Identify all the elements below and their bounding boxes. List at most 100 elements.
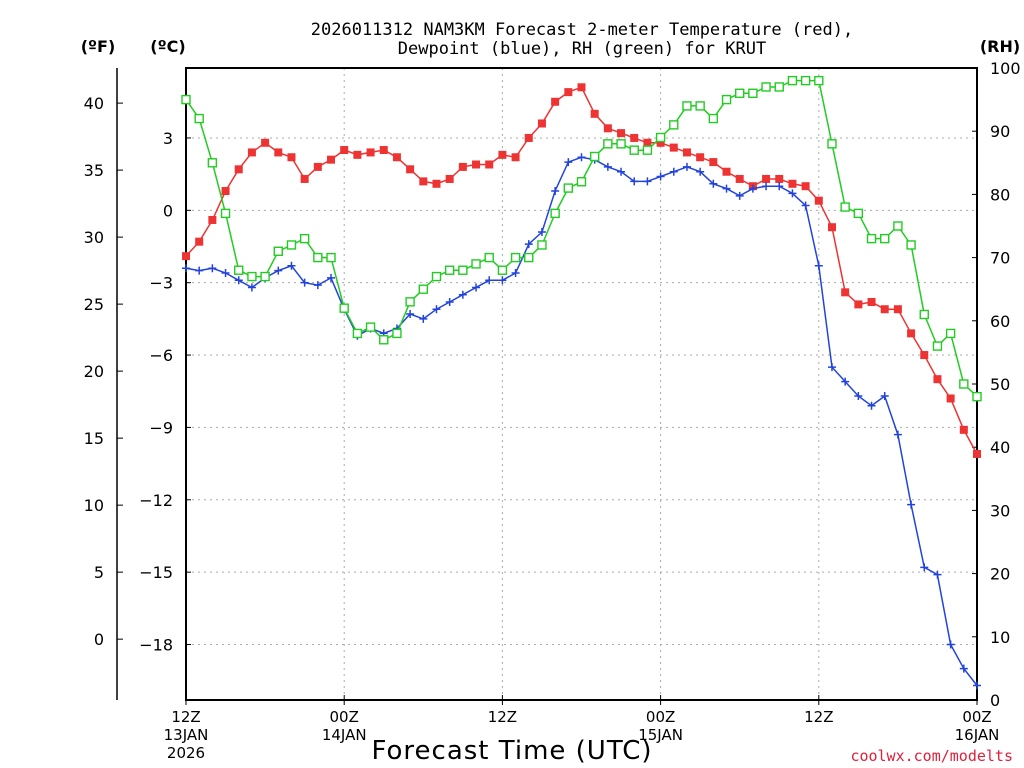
rh-point bbox=[220, 208, 231, 219]
dewpoint-point bbox=[274, 266, 283, 275]
celsius-tick-label: −15 bbox=[139, 563, 173, 582]
fahrenheit-tick-label: 10 bbox=[84, 496, 104, 515]
celsius-tick-label: −18 bbox=[139, 636, 173, 655]
temperature-point bbox=[392, 153, 401, 162]
dewpoint-point bbox=[537, 228, 546, 237]
fahrenheit-tick-label: 30 bbox=[84, 228, 104, 247]
temperature-point bbox=[973, 449, 981, 458]
dewpoint-point bbox=[867, 401, 876, 410]
dewpoint-point bbox=[854, 392, 863, 401]
temperature-point bbox=[590, 109, 599, 118]
temperature-point bbox=[946, 394, 955, 403]
dewpoint-point bbox=[603, 162, 612, 171]
dewpoint-point bbox=[551, 187, 560, 196]
celsius-unit-label: (ºC) bbox=[150, 37, 185, 56]
rh-point bbox=[392, 328, 402, 339]
dewpoint-point bbox=[907, 500, 916, 509]
dewpoint-point bbox=[432, 305, 441, 314]
temperature-point bbox=[617, 129, 626, 138]
x-tick-label: 00Z bbox=[646, 708, 675, 726]
rh-point bbox=[181, 94, 191, 105]
dewpoint-point bbox=[406, 310, 415, 319]
rh-point bbox=[352, 328, 363, 339]
temperature-point bbox=[340, 146, 349, 155]
temperature-point bbox=[366, 148, 375, 157]
chart-axes: 30−3−6−9−12−15−1840353025201510501009080… bbox=[84, 59, 1021, 710]
rh-point bbox=[629, 145, 639, 155]
data-series bbox=[181, 75, 982, 690]
temperature-point bbox=[182, 252, 190, 261]
dewpoint-point bbox=[748, 184, 757, 193]
dewpoint-point bbox=[327, 273, 336, 282]
rh-point bbox=[510, 252, 521, 263]
rh-point bbox=[260, 271, 270, 282]
dewpoint-point bbox=[696, 167, 705, 176]
dewpoint-point bbox=[801, 201, 810, 210]
rh-point bbox=[827, 139, 837, 149]
x-tick-label: 00Z bbox=[330, 708, 359, 726]
fahrenheit-tick-label: 5 bbox=[94, 563, 104, 582]
rh-tick-label: 100 bbox=[990, 59, 1021, 78]
temperature-point bbox=[893, 305, 902, 314]
dewpoint-point bbox=[762, 182, 771, 191]
fahrenheit-tick-label: 0 bbox=[94, 630, 104, 649]
fahrenheit-tick-label: 25 bbox=[84, 295, 104, 314]
dewpoint-point bbox=[893, 430, 902, 439]
rh-tick-label: 0 bbox=[990, 691, 1000, 710]
temperature-point bbox=[920, 351, 929, 360]
chart-title-line1: 2026011312 NAM3KM Forecast 2-meter Tempe… bbox=[311, 20, 853, 40]
dewpoint-point bbox=[775, 182, 784, 191]
temperature-point bbox=[630, 133, 639, 142]
source-credit[interactable]: coolwx.com/modelts bbox=[850, 747, 1013, 765]
temperature-point bbox=[577, 83, 586, 92]
x-tick-label: 15JAN bbox=[638, 726, 683, 744]
rh-point bbox=[194, 113, 204, 124]
fahrenheit-tick-label: 15 bbox=[84, 429, 104, 448]
dewpoint-point bbox=[880, 392, 889, 401]
temperature-point bbox=[432, 179, 441, 188]
dewpoint-point bbox=[247, 283, 256, 292]
temperature-point bbox=[261, 138, 270, 147]
rh-tick-label: 10 bbox=[990, 628, 1010, 647]
rh-point bbox=[866, 233, 877, 244]
dewpoint-point bbox=[234, 276, 243, 285]
temperature-point bbox=[696, 153, 705, 162]
x-tick-label: 12Z bbox=[488, 708, 517, 726]
celsius-tick-label: 0 bbox=[163, 201, 173, 220]
rh-point bbox=[589, 151, 600, 162]
temperature-point bbox=[274, 148, 283, 157]
rh-point bbox=[655, 132, 666, 143]
dewpoint-point bbox=[656, 172, 665, 181]
dewpoint-point bbox=[511, 269, 520, 278]
rh-unit-label: (RH) bbox=[980, 37, 1020, 56]
rh-point bbox=[537, 240, 547, 250]
temperature-point bbox=[801, 182, 810, 191]
rh-point bbox=[444, 265, 455, 275]
dewpoint-point bbox=[300, 278, 309, 287]
temperature-point bbox=[656, 138, 665, 147]
rh-point bbox=[919, 309, 929, 320]
dewpoint-point bbox=[195, 266, 204, 275]
temperature-point bbox=[195, 237, 204, 246]
rh-point bbox=[405, 297, 415, 307]
dewpoint-point bbox=[709, 179, 718, 188]
temperature-point bbox=[775, 174, 784, 183]
temperature-point bbox=[485, 160, 494, 169]
rh-point bbox=[708, 113, 719, 124]
dewpoint-point bbox=[419, 314, 428, 323]
temperature-point bbox=[564, 88, 573, 97]
rh-point bbox=[800, 75, 811, 86]
rh-point bbox=[880, 233, 890, 244]
x-tick-label: 14JAN bbox=[322, 726, 367, 744]
rh-tick-label: 60 bbox=[990, 312, 1010, 331]
temperature-point bbox=[208, 215, 217, 224]
temperature-point bbox=[498, 150, 507, 159]
rh-point bbox=[932, 341, 943, 351]
x-tick-label: 2026 bbox=[167, 744, 205, 762]
rh-point bbox=[299, 233, 310, 244]
rh-point bbox=[774, 82, 784, 92]
dewpoint-point bbox=[313, 281, 322, 290]
dewpoint-point bbox=[524, 240, 533, 249]
dewpoint-point bbox=[498, 276, 507, 285]
